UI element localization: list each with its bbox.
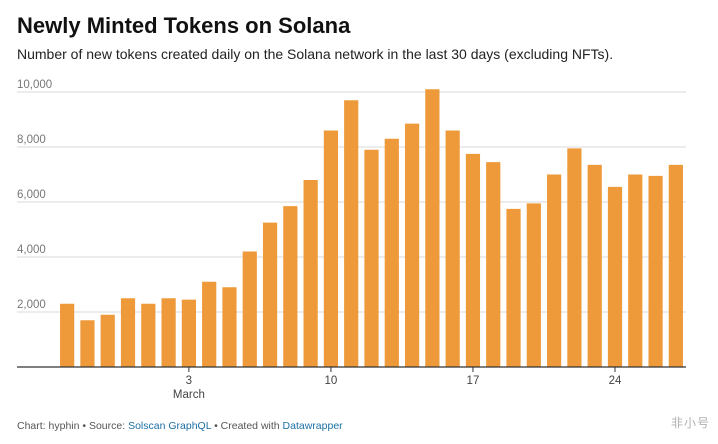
- bar: [242, 251, 257, 367]
- y-tick-label: 4,000: [17, 244, 46, 256]
- bar: [60, 303, 75, 367]
- bar: [526, 203, 541, 367]
- bar: [465, 153, 481, 367]
- bar: [607, 186, 623, 367]
- footer-separator: •: [211, 420, 221, 432]
- chart-title: Newly Minted Tokens on Solana: [17, 13, 351, 38]
- bar: [425, 89, 440, 367]
- x-tick-label: 3: [186, 375, 192, 387]
- bar: [262, 222, 278, 367]
- x-tick-label: 24: [609, 375, 622, 387]
- x-tick-label: 10: [325, 375, 338, 387]
- y-tick-label: 8,000: [17, 134, 46, 146]
- bar: [344, 100, 359, 367]
- footer-source-link[interactable]: Solscan GraphQL: [128, 420, 212, 432]
- bar: [303, 180, 318, 367]
- bar: [628, 174, 643, 367]
- bar: [445, 130, 460, 367]
- bar: [283, 206, 298, 367]
- y-tick-label: 6,000: [17, 189, 46, 201]
- bar: [323, 130, 339, 367]
- x-tick-label: 17: [467, 375, 480, 387]
- bar: [486, 162, 501, 367]
- bar: [364, 149, 379, 367]
- x-tick-sublabel: March: [173, 389, 205, 401]
- y-tick-label: 2,000: [17, 299, 46, 311]
- bar: [648, 175, 663, 367]
- bar: [161, 298, 176, 367]
- bar: [120, 298, 136, 367]
- footer-created-prefix: Created with: [220, 420, 283, 432]
- footer-source-prefix: Source:: [88, 420, 129, 432]
- chart-footer: Chart: hyphin • Source: Solscan GraphQL …: [17, 420, 343, 432]
- bar: [567, 148, 582, 367]
- bar: [181, 299, 196, 367]
- footer-separator: •: [79, 420, 89, 432]
- bar: [80, 320, 95, 367]
- chart-subtitle: Number of new tokens created daily on th…: [17, 46, 614, 62]
- footer-chart-credit: Chart: hyphin: [17, 420, 80, 432]
- footer-datawrapper-link[interactable]: Datawrapper: [282, 420, 343, 432]
- watermark-logo: 非小号: [670, 416, 710, 430]
- bar: [222, 287, 237, 367]
- bar: [100, 314, 115, 367]
- bar: [404, 123, 420, 367]
- bar: [141, 303, 156, 367]
- bar: [202, 281, 217, 367]
- bar: [547, 174, 562, 367]
- bar: [506, 208, 521, 367]
- y-tick-label: 10,000: [17, 79, 52, 91]
- bar: [384, 138, 399, 367]
- bar: [587, 164, 602, 367]
- bar: [668, 164, 683, 367]
